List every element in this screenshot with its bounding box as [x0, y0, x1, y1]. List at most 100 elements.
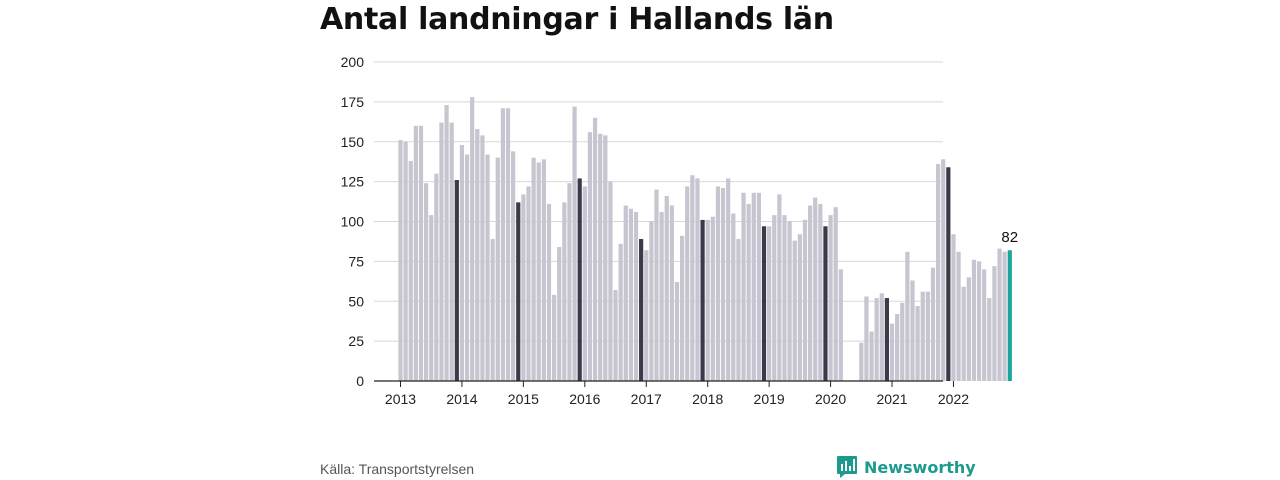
bar — [905, 251, 910, 381]
bar — [925, 291, 930, 381]
bar — [649, 221, 654, 381]
x-tick-label: 2016 — [569, 391, 600, 407]
x-tick-label: 2019 — [754, 391, 785, 407]
bars — [398, 97, 1012, 382]
bar — [864, 296, 869, 381]
bar — [997, 248, 1002, 381]
bar — [398, 140, 403, 381]
bar — [603, 135, 608, 381]
bar — [429, 215, 434, 381]
bar — [434, 173, 439, 381]
bar — [449, 122, 454, 382]
y-tick-label: 175 — [341, 94, 365, 110]
bar — [720, 188, 726, 381]
bar — [464, 154, 470, 381]
bar-latest — [1007, 250, 1012, 381]
bar — [869, 331, 874, 381]
bar — [613, 290, 618, 381]
bar — [674, 282, 680, 381]
bar — [680, 235, 685, 381]
x-tick-label: 2017 — [631, 391, 662, 407]
bar — [782, 215, 787, 381]
bar — [505, 108, 511, 381]
bar — [633, 211, 639, 381]
bar — [715, 186, 721, 381]
bar — [731, 213, 736, 381]
chart-title: Antal landningar i Hallands län — [320, 2, 834, 37]
bar — [792, 240, 797, 381]
bar-december — [884, 298, 889, 381]
bar — [623, 205, 628, 381]
bar — [490, 239, 495, 381]
bar — [659, 211, 664, 381]
y-tick-label: 100 — [341, 214, 365, 230]
bar — [582, 186, 587, 381]
bar — [956, 251, 961, 381]
bar — [777, 194, 782, 381]
y-tick-label: 0 — [356, 373, 364, 389]
bar — [541, 159, 546, 381]
bar — [618, 243, 623, 381]
bar — [987, 298, 992, 381]
bar — [418, 125, 424, 381]
bar — [976, 261, 982, 382]
bar — [485, 154, 490, 381]
bar — [992, 266, 997, 381]
bar — [705, 219, 710, 381]
bar — [736, 239, 741, 381]
bar — [567, 183, 572, 381]
bar — [797, 234, 802, 381]
bar — [966, 277, 971, 381]
bar-december — [639, 239, 644, 381]
x-tick-label: 2014 — [446, 391, 477, 407]
newsworthy-logo-icon — [837, 456, 857, 478]
bar — [1002, 251, 1007, 381]
bar — [628, 208, 633, 381]
bar — [644, 250, 649, 381]
bar — [910, 280, 915, 381]
brand-name: Newsworthy — [864, 457, 976, 477]
bar — [772, 215, 777, 381]
bar — [961, 286, 966, 381]
bar — [654, 189, 659, 381]
bar — [756, 192, 761, 381]
bar — [511, 151, 516, 381]
bar — [526, 186, 531, 381]
bar — [475, 128, 480, 381]
bar — [889, 323, 895, 381]
bar — [915, 306, 920, 381]
bar-december — [454, 180, 459, 381]
bar — [500, 108, 505, 381]
bar — [459, 144, 465, 381]
brand-logo: Newsworthy — [836, 455, 976, 479]
bar — [444, 105, 449, 381]
bar — [920, 291, 925, 381]
y-axis-ticks: 0 25 50 75 100 125 150 175 200 — [341, 54, 365, 389]
bar — [726, 178, 731, 381]
bar — [833, 207, 838, 381]
bar — [531, 157, 536, 381]
bar — [746, 203, 751, 381]
bar — [787, 221, 792, 381]
bar — [900, 302, 905, 381]
latest-value-label: 82 — [1001, 229, 1018, 246]
bar — [480, 135, 485, 381]
bar — [813, 197, 818, 381]
bar — [802, 219, 808, 381]
bar — [971, 259, 977, 381]
bar — [828, 215, 833, 381]
bar-december — [761, 226, 767, 381]
bar — [741, 192, 746, 381]
bar — [552, 294, 557, 381]
y-tick-label: 25 — [348, 333, 364, 349]
x-tick-label: 2021 — [876, 391, 907, 407]
bar — [951, 234, 956, 381]
bar — [403, 141, 408, 381]
bar — [521, 194, 526, 381]
bar — [413, 125, 418, 381]
bar — [608, 181, 613, 382]
y-tick-label: 50 — [348, 293, 364, 309]
bar-december — [946, 167, 951, 381]
bar — [685, 186, 690, 381]
